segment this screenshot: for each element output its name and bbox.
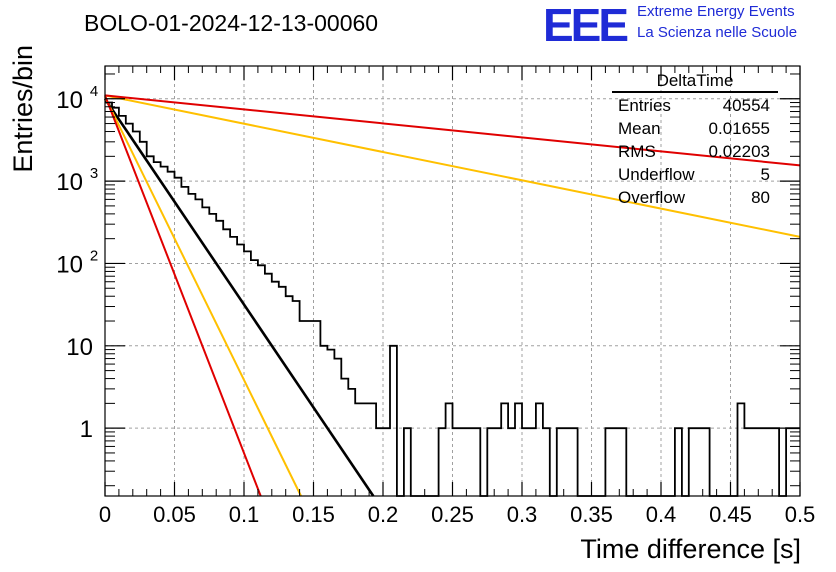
- x-tick-label: 0.2: [368, 502, 399, 527]
- fit-curve: [104, 94, 801, 238]
- stats-label: Entries: [618, 96, 671, 115]
- y-tick-labels: 1 10 10 2 10 3 10 4: [56, 83, 98, 443]
- fit-curve: [104, 94, 801, 167]
- stats-row-underflow: Underflow 5: [612, 163, 778, 186]
- logo-tagline-line1: Extreme Energy Events: [637, 3, 795, 20]
- y-tick-label: 10: [66, 334, 93, 361]
- fit-curve: [103, 98, 375, 497]
- stats-row-entries: Entries 40554: [612, 94, 778, 117]
- y-tick-label: 10: [56, 251, 83, 278]
- stats-row-rms: RMS 0.02203: [612, 140, 778, 163]
- y-axis-title: Entries/bin: [8, 45, 38, 173]
- x-tick-label: 0.5: [785, 502, 816, 527]
- stats-value: 40554: [722, 96, 770, 115]
- stats-value: 5: [760, 165, 770, 184]
- x-tick-label: 0.35: [570, 502, 613, 527]
- stats-value: 0.01655: [708, 119, 770, 138]
- y-tick-label: 1: [80, 416, 93, 443]
- stats-label: Mean: [618, 119, 661, 138]
- stats-value: 0.02203: [708, 142, 770, 161]
- stats-label: RMS: [618, 142, 656, 161]
- x-tick-labels: 0 0.05 0.1 0.15 0.2 0.25 0.3 0.35 0.4 0.45 0.5: [99, 502, 815, 527]
- fit-curve: [104, 96, 302, 497]
- x-tick-label: 0.4: [646, 502, 677, 527]
- stats-value: 80: [751, 188, 770, 207]
- stats-row-overflow: Overflow 80: [612, 186, 778, 209]
- y-tick-exponent: 4: [90, 83, 98, 100]
- chart-title: BOLO-01-2024-12-13-00060: [84, 10, 379, 36]
- fit-curve: [104, 95, 262, 497]
- stats-label: Overflow: [618, 188, 686, 207]
- x-tick-label: 0.1: [229, 502, 260, 527]
- x-tick-label: 0.05: [153, 502, 196, 527]
- stats-box: DeltaTime Entries 40554 Mean 0.01655 RMS 0.…: [612, 70, 778, 209]
- eee-logo: EEE: [543, 0, 629, 51]
- stats-label: Underflow: [618, 165, 695, 184]
- grid: [105, 66, 800, 496]
- fit-curves: [103, 94, 801, 497]
- x-tick-label: 0.15: [292, 502, 335, 527]
- x-tick-label: 0.25: [431, 502, 474, 527]
- x-tick-label: 0.45: [709, 502, 752, 527]
- stats-box-title: DeltaTime: [612, 70, 778, 93]
- stats-row-mean: Mean 0.01655: [612, 117, 778, 140]
- x-tick-label: 0: [99, 502, 111, 527]
- y-tick-label: 10: [56, 87, 83, 114]
- logo-tagline-line2: La Scienza nelle Scuole: [637, 24, 798, 41]
- axis-ticks: [104, 66, 801, 496]
- y-tick-exponent: 3: [90, 165, 98, 182]
- y-tick-exponent: 2: [90, 247, 98, 264]
- y-tick-label: 10: [56, 169, 83, 196]
- x-axis-title: Time difference [s]: [580, 534, 801, 564]
- x-tick-label: 0.3: [507, 502, 538, 527]
